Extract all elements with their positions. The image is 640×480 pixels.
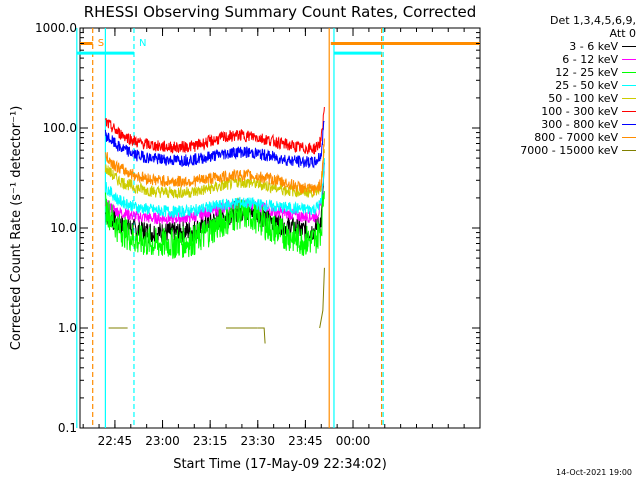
y-tick-label: 100.0 (43, 121, 77, 135)
legend-label: 3 - 6 keV (569, 40, 618, 53)
x-tick-label: 23:30 (240, 434, 275, 448)
x-tick-label: 23:00 (145, 434, 180, 448)
legend-swatch (622, 150, 636, 151)
series-100-300-kev (104, 106, 325, 155)
x-tick-label: 23:15 (193, 434, 228, 448)
y-tick-label: 10.0 (50, 221, 77, 235)
series-800-7000-kev (104, 138, 325, 196)
legend-label: 25 - 50 keV (555, 79, 618, 92)
marker-label-n: N (139, 38, 146, 49)
legend-entry-6-12-kev: 6 - 12 keV (484, 53, 636, 66)
x-tick-label: 23:45 (288, 434, 323, 448)
marker-label-s: S (98, 38, 104, 49)
series-line (104, 191, 325, 259)
legend-label: 12 - 25 keV (555, 66, 618, 79)
series-line (104, 158, 325, 218)
legend-swatch (622, 59, 636, 60)
legend-swatch (622, 98, 636, 99)
series-300-800-kev (104, 120, 325, 169)
legend-detectors: Det 1,3,4,5,6,9, (549, 14, 636, 27)
footer-date: 14-Oct-2021 19:00 (556, 468, 632, 477)
legend-label: 6 - 12 keV (562, 53, 618, 66)
legend-swatch (622, 85, 636, 86)
series-segment-3 (319, 267, 325, 329)
x-tick-label: 22:45 (98, 434, 133, 448)
legend-entry-300-800-kev: 300 - 800 keV (484, 118, 636, 131)
series-line (104, 138, 325, 196)
legend-swatch (622, 124, 636, 125)
series-25-50-kev (104, 158, 325, 218)
series-line (104, 106, 325, 155)
series-layer (104, 106, 325, 344)
x-axis: 22:45 23:00 23:15 23:30 23:45 00:00 (82, 28, 465, 448)
legend-swatch (622, 137, 636, 138)
series-6-12-kev (104, 161, 325, 225)
legend-swatch (622, 46, 636, 47)
x-axis-label: Start Time (17-May-09 22:34:02) (173, 457, 387, 472)
chart-title: RHESSI Observing Summary Count Rates, Co… (84, 3, 477, 21)
legend-attenuator: Att 0 (609, 27, 636, 40)
series-segment-2 (257, 327, 266, 344)
legend-label: 300 - 800 keV (541, 118, 618, 131)
series-12-25-kev (104, 191, 325, 259)
series-line (104, 120, 325, 169)
legend-entry-50-100-kev: 50 - 100 keV (484, 92, 636, 105)
legend-entry-25-50-kev: 25 - 50 keV (484, 79, 636, 92)
legend-entry-7000-15000-kev: 7000 - 15000 keV (484, 144, 636, 157)
legend: Det 1,3,4,5,6,9, Att 0 3 - 6 keV 6 - 12 k… (484, 14, 636, 157)
legend-label: 7000 - 15000 keV (520, 144, 618, 157)
x-tick-label: 00:00 (336, 434, 371, 448)
legend-entry-3-6-kev: 3 - 6 keV (484, 40, 636, 53)
series-line (104, 161, 325, 225)
series-50-100-kev (104, 149, 325, 200)
legend-swatch (622, 72, 636, 73)
legend-entry-800-7000-kev: 800 - 7000 keV (484, 131, 636, 144)
series-line (104, 149, 325, 200)
y-tick-label: 0.1 (58, 421, 77, 435)
y-axis-label: Corrected Count Rate (s⁻¹ detector⁻¹) (9, 106, 24, 351)
legend-entries: 3 - 6 keV 6 - 12 keV 12 - 25 keV 25 - 50 ke… (484, 40, 636, 157)
legend-swatch (622, 111, 636, 112)
y-axis: 0.1 1.0 10.0 100.0 1000.0 (35, 21, 480, 435)
series-7000-15000-kev (108, 267, 325, 344)
legend-label: 100 - 300 keV (541, 105, 618, 118)
y-tick-label: 1.0 (58, 321, 77, 335)
legend-entry-12-25-kev: 12 - 25 keV (484, 66, 636, 79)
legend-label: 800 - 7000 keV (534, 131, 618, 144)
legend-label: 50 - 100 keV (548, 92, 618, 105)
y-tick-label: 1000.0 (35, 21, 77, 35)
legend-entry-100-300-kev: 100 - 300 keV (484, 105, 636, 118)
